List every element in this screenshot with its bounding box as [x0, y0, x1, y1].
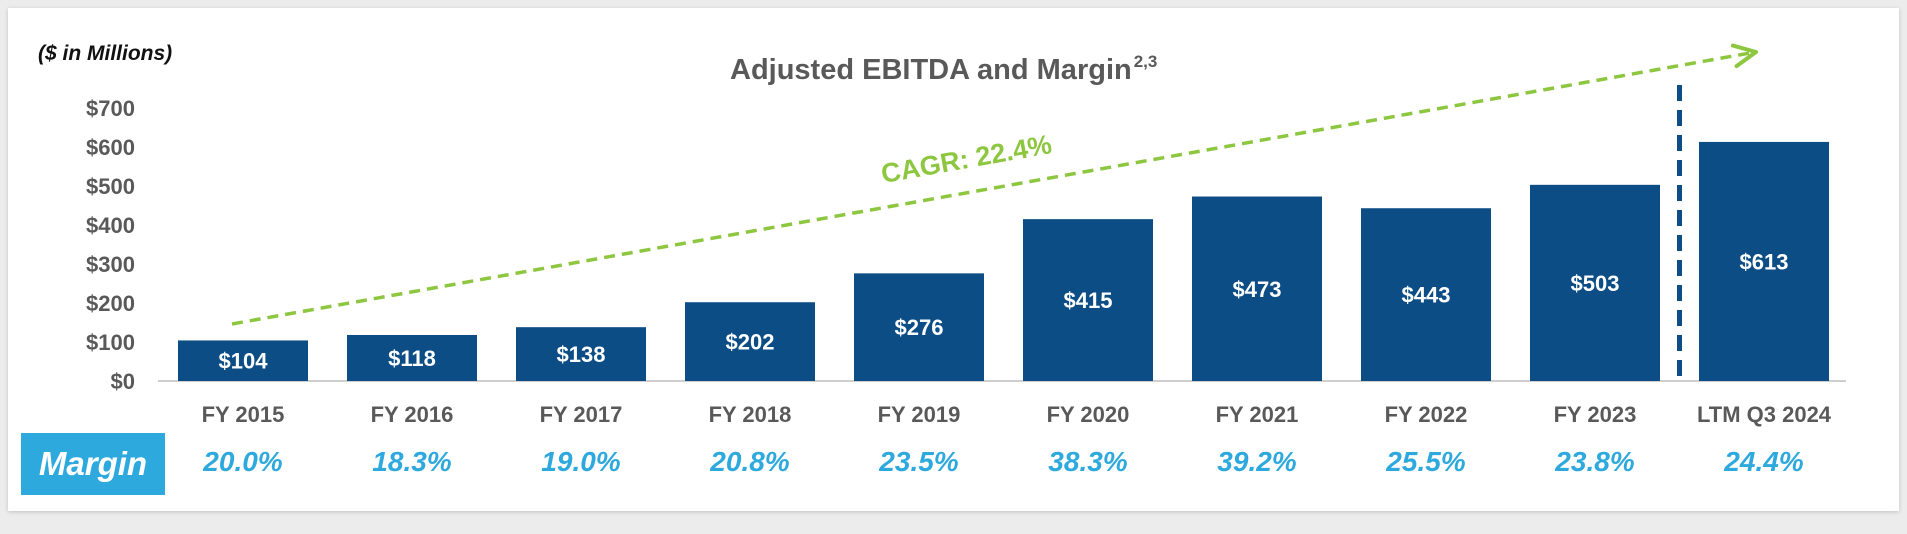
bar-value-label: $202 [726, 330, 775, 355]
y-tick-label: $200 [86, 291, 135, 316]
margin-value: 39.2% [1217, 446, 1297, 477]
x-category-label: FY 2019 [878, 402, 961, 427]
x-category-label: FY 2023 [1554, 402, 1637, 427]
bar [854, 273, 984, 381]
bar-value-label: $138 [557, 342, 606, 367]
bar-value-label: $415 [1064, 288, 1113, 313]
bar [685, 302, 815, 381]
bar-value-label: $613 [1740, 249, 1789, 274]
y-tick-label: $600 [86, 135, 135, 160]
x-category-label: FY 2018 [709, 402, 792, 427]
margin-value: 23.8% [1555, 446, 1635, 477]
bar [347, 334, 477, 381]
x-category-label: FY 2022 [1385, 402, 1468, 427]
x-category-label: FY 2017 [540, 402, 623, 427]
margin-value: 24.4% [1724, 446, 1804, 477]
bar [1530, 184, 1660, 381]
bar-value-label: $104 [219, 349, 269, 374]
bar [1192, 196, 1322, 381]
y-tick-label: $100 [86, 330, 135, 355]
y-tick-label: $400 [86, 213, 135, 238]
bar [1023, 219, 1153, 381]
units-label: ($ in Millions) [38, 42, 173, 65]
bar [178, 340, 308, 381]
margin-value: 19.0% [541, 446, 621, 477]
bar-value-label: $503 [1571, 271, 1620, 296]
x-category-label: FY 2020 [1047, 402, 1130, 427]
margin-value: 38.3% [1048, 446, 1128, 477]
margin-badge: Margin [21, 433, 165, 495]
bar [516, 327, 646, 381]
cagr-arrow-line [231, 51, 1751, 326]
y-tick-label: $300 [86, 252, 135, 277]
bar-value-label: $443 [1402, 283, 1451, 308]
bar-value-label: $276 [895, 315, 944, 340]
chart-title-text: Adjusted EBITDA and Margin [730, 54, 1132, 86]
y-tick-label: $700 [86, 96, 135, 121]
x-category-label: FY 2021 [1216, 402, 1299, 427]
chart-title: Adjusted EBITDA and Margin 2,3 [730, 52, 1157, 87]
margin-value: 18.3% [372, 446, 452, 477]
margin-value: 23.5% [879, 446, 959, 477]
cagr-arrow-head [1730, 43, 1758, 69]
y-tick-label: $500 [86, 174, 135, 199]
y-tick-label: $0 [111, 369, 135, 394]
x-category-label: LTM Q3 2024 [1697, 402, 1832, 427]
bar [1699, 141, 1829, 381]
bar-value-label: $473 [1233, 277, 1282, 302]
bar [1361, 208, 1491, 381]
x-category-label: FY 2015 [202, 402, 285, 427]
bar-value-label: $118 [388, 346, 436, 371]
margin-value: 25.5% [1386, 446, 1466, 477]
margin-value: 20.8% [710, 446, 790, 477]
x-category-label: FY 2016 [371, 402, 454, 427]
margin-value: 20.0% [203, 446, 283, 477]
cagr-label: CAGR: 22.4% [879, 129, 1054, 189]
chart-title-superscript: 2,3 [1133, 52, 1158, 71]
